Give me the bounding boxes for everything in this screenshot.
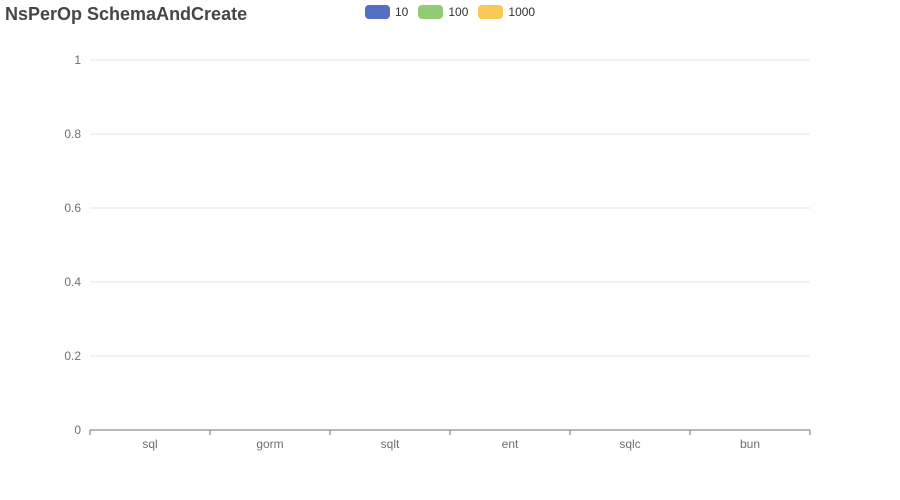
- legend-label-10: 10: [395, 5, 409, 19]
- x-tick-label-ent: ent: [502, 437, 519, 451]
- y-tick-label-0: 0: [74, 423, 81, 437]
- legend-label-100: 100: [448, 5, 469, 19]
- legend-item-10[interactable]: 10: [365, 5, 408, 19]
- chart-title: NsPerOp SchemaAndCreate: [5, 4, 248, 24]
- y-tick-label-0.2: 0.2: [64, 349, 81, 363]
- legend-swatch-100: [418, 5, 444, 19]
- x-tick-label-bun: bun: [740, 437, 760, 451]
- legend-item-1000[interactable]: 1000: [478, 5, 535, 19]
- legend: 10 100 1000: [365, 5, 545, 19]
- x-tick-label-sql: sql: [142, 437, 157, 451]
- legend-swatch-1000: [478, 5, 504, 19]
- x-tick-label-sqlc: sqlc: [619, 437, 640, 451]
- legend-item-100[interactable]: 100: [418, 5, 468, 19]
- y-tick-label-1: 1: [74, 53, 81, 67]
- y-tick-label-0.6: 0.6: [64, 201, 81, 215]
- x-tick-label-sqlt: sqlt: [381, 437, 400, 451]
- x-tick-label-gorm: gorm: [256, 437, 283, 451]
- y-tick-label-0.4: 0.4: [64, 275, 81, 289]
- y-tick-label-0.8: 0.8: [64, 127, 81, 141]
- legend-label-1000: 1000: [508, 5, 536, 19]
- legend-swatch-10: [365, 5, 390, 19]
